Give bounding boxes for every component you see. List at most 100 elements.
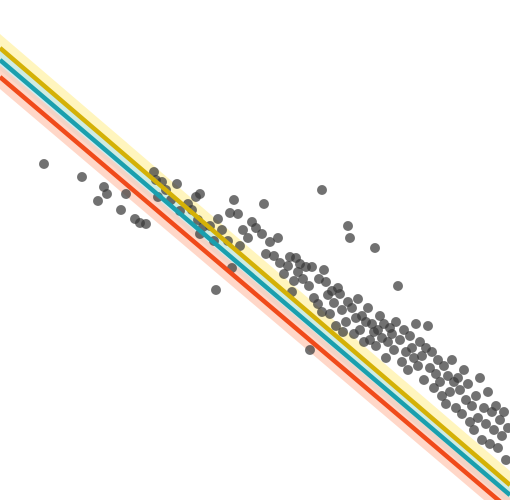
data-point bbox=[347, 303, 357, 313]
data-point bbox=[397, 357, 407, 367]
data-point bbox=[279, 269, 289, 279]
data-point bbox=[501, 455, 510, 465]
data-point bbox=[261, 249, 271, 259]
data-point bbox=[319, 265, 329, 275]
data-point bbox=[298, 274, 308, 284]
data-point bbox=[393, 281, 403, 291]
data-point bbox=[195, 189, 205, 199]
data-point bbox=[116, 205, 126, 215]
fit-line-2 bbox=[0, 58, 510, 497]
data-point bbox=[491, 401, 501, 411]
data-point bbox=[293, 267, 303, 277]
data-point bbox=[387, 329, 397, 339]
data-point bbox=[459, 365, 469, 375]
data-point bbox=[457, 409, 467, 419]
data-point bbox=[499, 407, 509, 417]
fit-lines bbox=[0, 46, 510, 500]
data-point bbox=[265, 237, 275, 247]
data-point bbox=[172, 179, 182, 189]
data-point bbox=[39, 159, 49, 169]
data-point bbox=[445, 387, 455, 397]
data-point bbox=[77, 172, 87, 182]
data-point bbox=[102, 189, 112, 199]
data-point bbox=[213, 214, 223, 224]
data-point bbox=[269, 251, 279, 261]
data-point bbox=[383, 337, 393, 347]
data-point bbox=[238, 225, 248, 235]
data-point bbox=[405, 331, 415, 341]
data-point bbox=[371, 341, 381, 351]
data-point bbox=[283, 261, 293, 271]
data-point bbox=[235, 241, 245, 251]
data-point bbox=[275, 258, 285, 268]
data-point bbox=[317, 185, 327, 195]
data-point bbox=[455, 385, 465, 395]
data-point bbox=[465, 417, 475, 427]
data-point bbox=[497, 431, 507, 441]
data-point bbox=[229, 195, 239, 205]
data-point bbox=[149, 167, 159, 177]
data-point bbox=[331, 321, 341, 331]
data-point bbox=[353, 294, 363, 304]
data-point bbox=[329, 298, 339, 308]
data-point bbox=[437, 391, 447, 401]
data-point bbox=[423, 321, 433, 331]
data-point bbox=[431, 369, 441, 379]
data-point bbox=[355, 325, 365, 335]
data-point bbox=[304, 281, 314, 291]
data-point bbox=[375, 311, 385, 321]
data-point bbox=[381, 353, 391, 363]
data-point bbox=[413, 361, 423, 371]
data-point bbox=[477, 435, 487, 445]
data-point bbox=[273, 233, 283, 243]
data-point bbox=[435, 377, 445, 387]
data-point bbox=[343, 221, 353, 231]
data-point bbox=[403, 365, 413, 375]
data-point bbox=[475, 373, 485, 383]
data-point bbox=[325, 309, 335, 319]
data-point bbox=[453, 373, 463, 383]
data-point bbox=[469, 425, 479, 435]
data-point bbox=[495, 415, 505, 425]
data-point bbox=[419, 375, 429, 385]
data-point bbox=[411, 319, 421, 329]
data-point bbox=[243, 233, 253, 243]
data-point bbox=[335, 289, 345, 299]
data-point bbox=[363, 303, 373, 313]
data-point bbox=[481, 419, 491, 429]
data-point bbox=[427, 347, 437, 357]
data-point bbox=[141, 219, 151, 229]
data-point bbox=[483, 387, 493, 397]
data-point bbox=[389, 345, 399, 355]
data-point bbox=[211, 285, 221, 295]
data-point bbox=[409, 353, 419, 363]
data-point bbox=[317, 307, 327, 317]
fit-line-1 bbox=[0, 46, 510, 487]
data-point bbox=[473, 413, 483, 423]
data-point bbox=[489, 425, 499, 435]
data-point bbox=[407, 343, 417, 353]
fit-line-3 bbox=[0, 75, 502, 500]
data-point bbox=[341, 317, 351, 327]
data-point bbox=[259, 199, 269, 209]
data-point bbox=[439, 361, 449, 371]
data-point bbox=[321, 277, 331, 287]
data-point bbox=[313, 299, 323, 309]
data-point bbox=[493, 443, 503, 453]
data-point bbox=[338, 327, 348, 337]
data-point bbox=[370, 243, 380, 253]
data-point bbox=[503, 423, 510, 433]
data-point bbox=[471, 391, 481, 401]
data-point bbox=[307, 262, 317, 272]
data-point bbox=[463, 379, 473, 389]
data-point bbox=[391, 317, 401, 327]
data-point bbox=[217, 225, 227, 235]
data-point bbox=[337, 305, 347, 315]
data-point bbox=[305, 345, 315, 355]
data-point bbox=[485, 439, 495, 449]
data-point bbox=[447, 355, 457, 365]
data-point bbox=[479, 403, 489, 413]
data-point bbox=[121, 189, 131, 199]
data-point bbox=[467, 401, 477, 411]
